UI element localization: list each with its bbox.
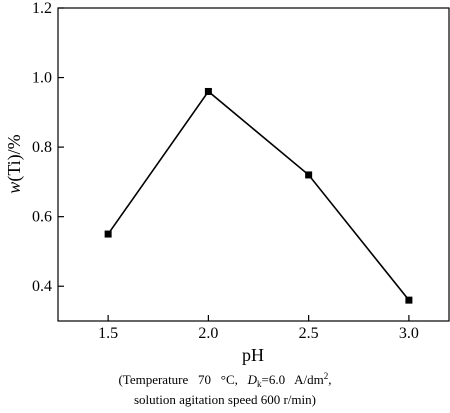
y-tick-label: 0.8 [32,139,52,156]
data-point [405,296,413,304]
x-axis: 1.5 2.0 2.5 3.0 [98,315,419,342]
series-line [104,87,413,304]
caption-start: (Temperature 70 °C, [118,372,247,387]
caption-end: , [328,372,331,387]
caption-dk-sub: k [257,379,262,389]
caption-dk-var: D [247,372,258,387]
x-axis-label: pH [242,345,264,365]
y-axis-label-var: w [4,182,24,194]
y-tick-label: 1.2 [32,0,52,17]
data-point [204,87,212,95]
caption-dk-sup: 2 [324,371,329,381]
y-tick-label: 0.4 [32,278,52,295]
y-axis: 0.4 0.6 0.8 1.0 1.2 [32,0,64,295]
caption-dk-rest: =6.0 A/dm [262,372,324,387]
x-tick-label: 1.5 [98,325,118,342]
y-tick-label: 0.6 [32,209,52,226]
y-axis-label: w(Ti)/% [4,134,25,193]
x-tick-label: 2.0 [198,325,218,342]
x-tick-label: 2.5 [299,325,319,342]
x-tick-label: 3.0 [399,325,419,342]
caption-line-1: (Temperature 70 °C, Dk=6.0 A/dm2, [118,371,331,389]
data-point [305,171,313,179]
data-point [104,230,112,238]
data-line [107,90,410,301]
plot-frame [57,7,450,322]
y-tick-label: 1.0 [32,70,52,87]
caption-line-2: solution agitation speed 600 r/min) [134,392,316,407]
y-axis-label-rest: (Ti)/% [4,134,25,181]
